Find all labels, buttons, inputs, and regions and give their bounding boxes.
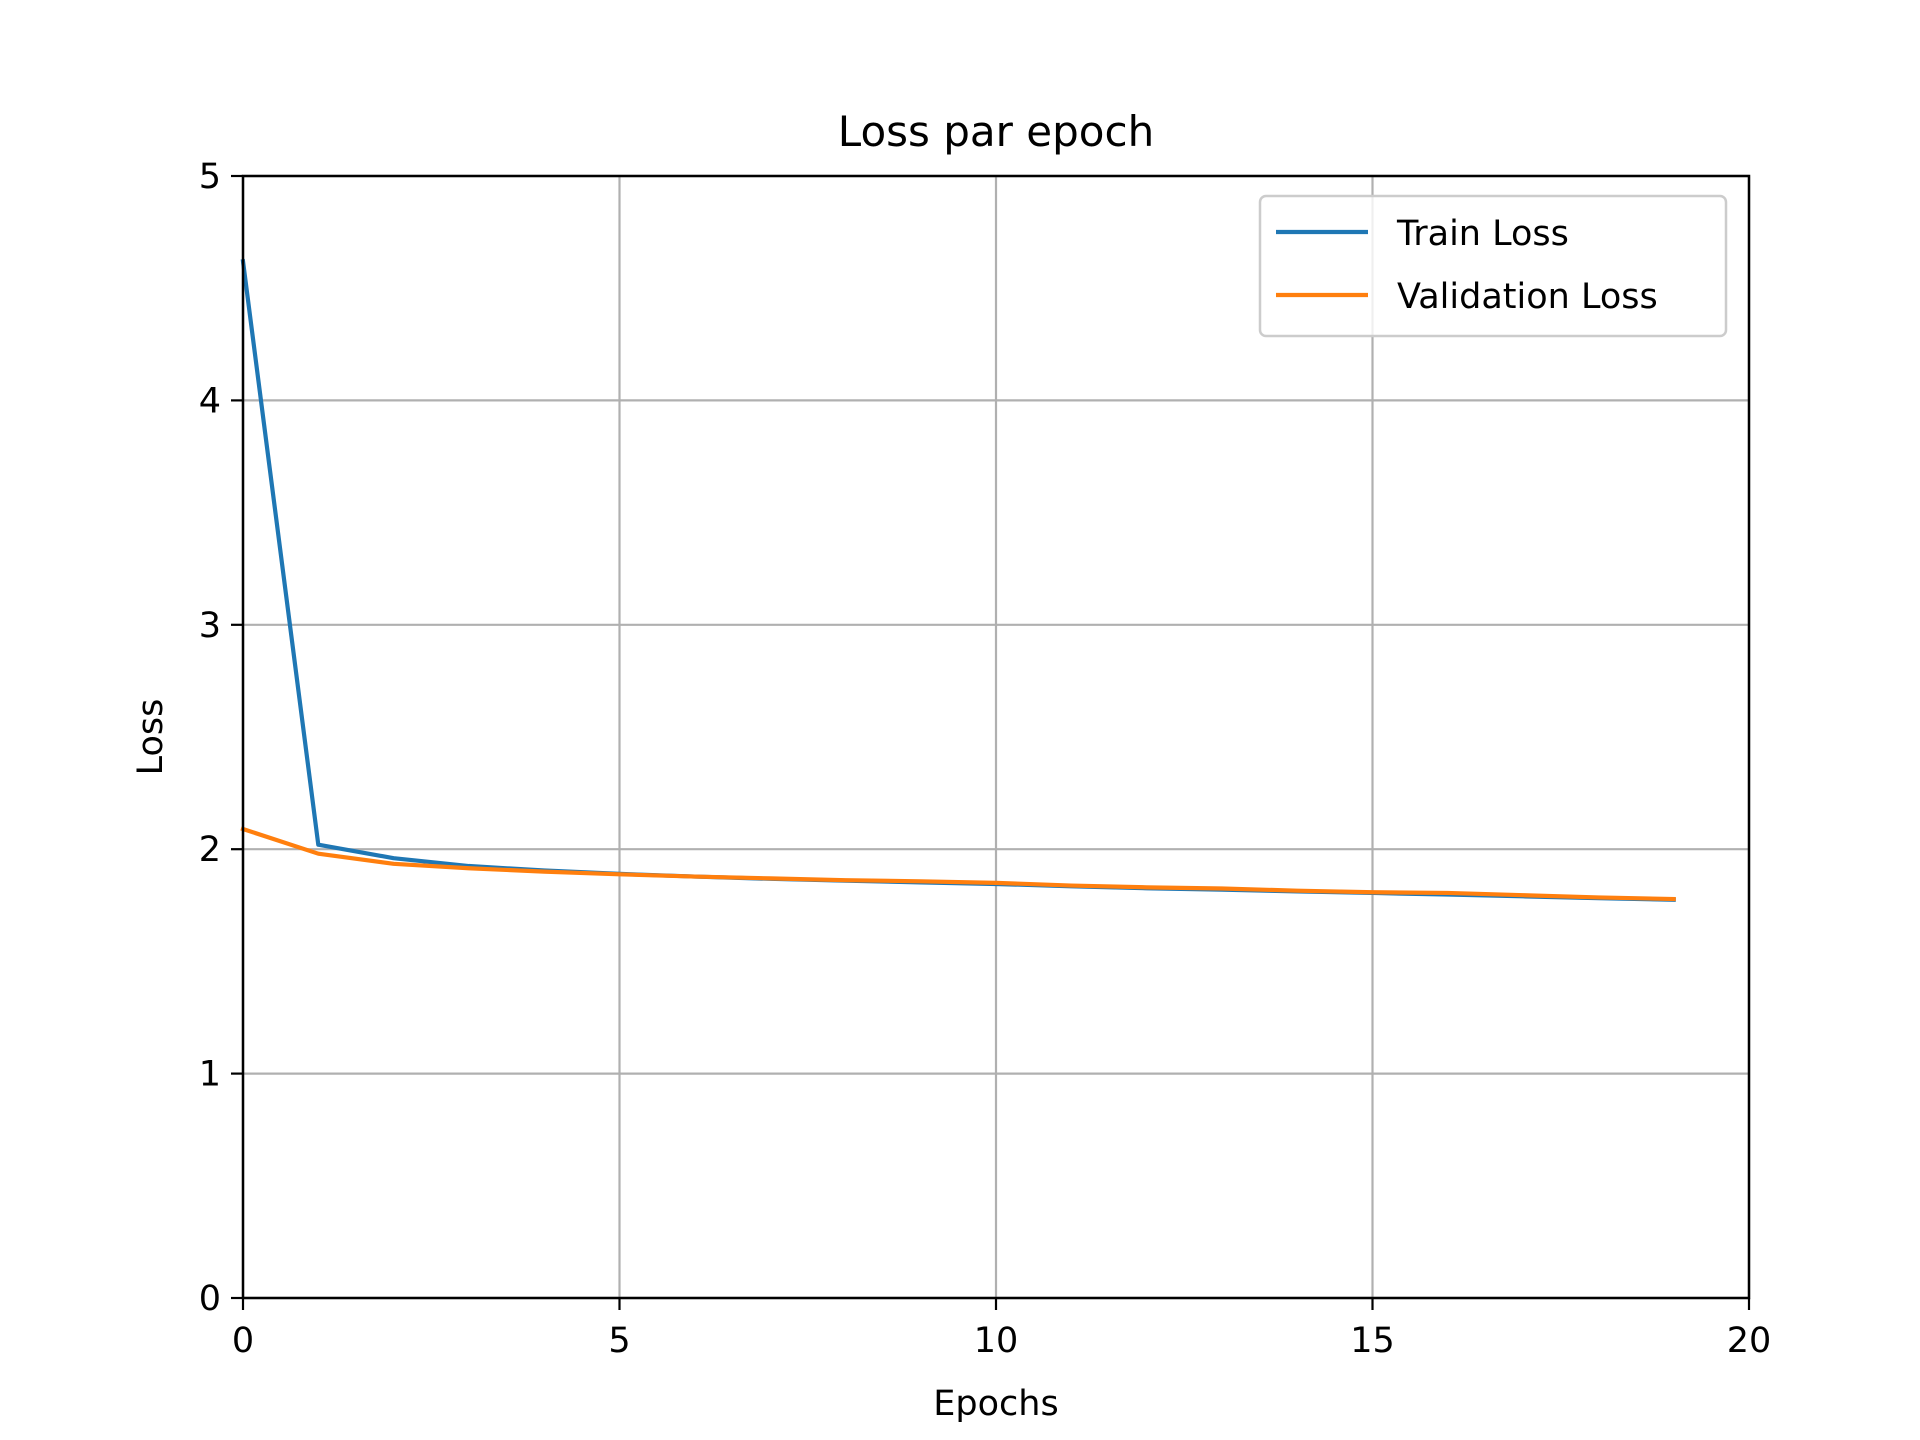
y-tick-label: 5 [199,157,221,197]
legend: Train Loss Validation Loss [1258,194,1728,338]
y-tick-label: 2 [199,830,221,870]
y-axis-label: Loss [131,699,171,776]
x-tick-label: 0 [232,1321,254,1361]
ticks: 0 5 10 15 20 0 1 2 3 4 5 [199,157,1772,1361]
x-axis-label: Epochs [933,1384,1058,1424]
legend-label-train-loss: Train Loss [1396,214,1569,254]
x-tick-label: 20 [1727,1321,1772,1361]
chart-title: Loss par epoch [838,107,1154,156]
x-tick-label: 15 [1350,1321,1395,1361]
y-tick-label: 3 [199,606,221,646]
legend-box [1258,194,1728,338]
series-layer [240,258,1676,902]
legend-label-validation-loss: Validation Loss [1397,277,1658,317]
series-line-validation-loss [240,826,1676,902]
y-tick-label: 1 [199,1055,221,1095]
x-tick-label: 5 [608,1321,630,1361]
x-tick-label: 10 [974,1321,1019,1361]
y-tick-label: 0 [199,1279,221,1319]
y-tick-label: 4 [199,381,221,421]
